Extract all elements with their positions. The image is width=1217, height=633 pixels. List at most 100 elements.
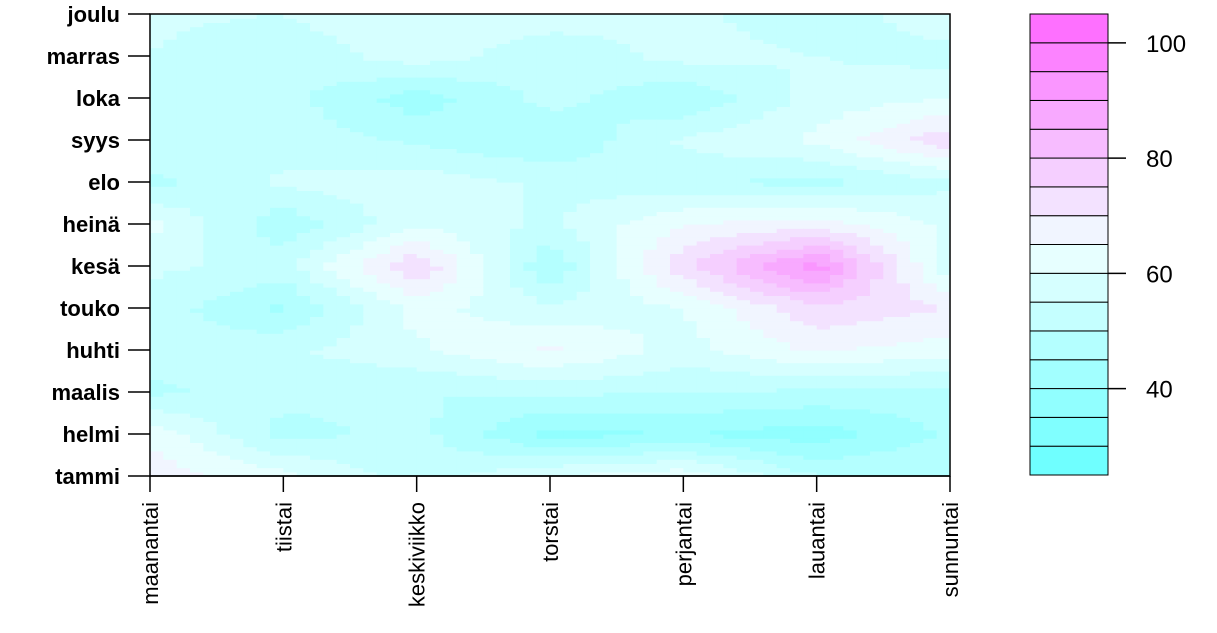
heatmap-cell bbox=[630, 169, 644, 175]
heatmap-cell bbox=[710, 446, 724, 452]
heatmap-cell bbox=[163, 14, 178, 19]
heatmap-cell bbox=[296, 345, 311, 351]
heatmap-cell bbox=[310, 30, 324, 36]
heatmap-cell bbox=[656, 308, 671, 313]
heatmap-cell bbox=[563, 114, 578, 120]
heatmap-cell bbox=[643, 51, 658, 57]
heatmap-cell bbox=[670, 299, 684, 305]
heatmap-cell bbox=[176, 371, 191, 376]
heatmap-cell bbox=[470, 421, 484, 427]
heatmap-cell bbox=[510, 392, 524, 397]
heatmap-cell bbox=[643, 152, 658, 158]
heatmap-cell bbox=[616, 89, 631, 95]
heatmap-cell bbox=[510, 375, 524, 380]
heatmap-cell bbox=[203, 127, 218, 133]
heatmap-cell bbox=[230, 463, 244, 469]
heatmap-cell bbox=[803, 270, 818, 275]
heatmap-cell bbox=[630, 56, 644, 61]
heatmap-cell bbox=[203, 182, 218, 187]
heatmap-cell bbox=[416, 85, 431, 91]
heatmap-cell bbox=[416, 30, 431, 36]
heatmap-cell bbox=[376, 98, 391, 103]
heatmap-cell bbox=[510, 14, 524, 19]
heatmap-cell bbox=[670, 425, 684, 431]
heatmap-cell bbox=[376, 18, 391, 23]
heatmap-cell bbox=[176, 467, 191, 473]
heatmap-cell bbox=[310, 392, 324, 397]
heatmap-cell bbox=[456, 354, 471, 359]
heatmap-cell bbox=[483, 110, 498, 116]
heatmap-cell bbox=[750, 429, 764, 435]
heatmap-cell bbox=[510, 270, 524, 275]
heatmap-cell bbox=[630, 282, 644, 288]
heatmap-cell bbox=[443, 354, 458, 359]
heatmap-cell bbox=[403, 408, 418, 414]
heatmap-cell bbox=[430, 442, 444, 448]
heatmap-cell bbox=[363, 379, 378, 385]
heatmap-cell bbox=[430, 177, 444, 183]
heatmap-cell bbox=[643, 198, 658, 204]
heatmap-cell bbox=[296, 438, 311, 443]
heatmap-cell bbox=[523, 291, 538, 296]
heatmap-cell bbox=[403, 14, 418, 19]
heatmap-cell bbox=[496, 114, 511, 120]
heatmap-cell bbox=[283, 203, 298, 208]
heatmap-cell bbox=[563, 379, 578, 385]
heatmap-cell bbox=[443, 135, 458, 141]
heatmap-cell bbox=[643, 257, 658, 263]
heatmap-cell bbox=[390, 446, 404, 452]
heatmap-cell bbox=[563, 324, 578, 330]
heatmap-cell bbox=[510, 320, 524, 326]
heatmap-cell bbox=[803, 442, 818, 448]
heatmap-cell bbox=[256, 320, 271, 326]
heatmap-cell bbox=[416, 413, 431, 418]
heatmap-cell bbox=[456, 455, 471, 460]
heatmap-cell bbox=[603, 266, 618, 271]
heatmap-cell bbox=[643, 114, 658, 120]
heatmap-cell bbox=[550, 89, 564, 95]
heatmap-cell bbox=[430, 371, 444, 376]
heatmap-cell bbox=[616, 165, 631, 170]
heatmap-cell bbox=[643, 56, 658, 61]
heatmap-cell bbox=[470, 119, 484, 124]
heatmap-cell bbox=[203, 106, 218, 112]
heatmap-cell bbox=[150, 375, 164, 380]
heatmap-cell bbox=[416, 114, 431, 120]
heatmap-cell bbox=[416, 140, 431, 145]
heatmap-cell bbox=[390, 308, 404, 313]
heatmap-cell bbox=[643, 232, 658, 238]
heatmap-cell bbox=[550, 177, 564, 183]
heatmap-cell bbox=[416, 198, 431, 204]
heatmap-cell bbox=[403, 266, 418, 271]
heatmap-cell bbox=[176, 324, 191, 330]
heatmap-cell bbox=[576, 341, 591, 347]
heatmap-cell bbox=[616, 417, 631, 422]
heatmap-cell bbox=[616, 26, 631, 32]
heatmap-cell bbox=[496, 51, 511, 57]
heatmap-cell bbox=[350, 408, 364, 414]
heatmap-cell bbox=[243, 261, 258, 267]
heatmap-cell bbox=[283, 81, 298, 86]
heatmap-cell bbox=[656, 190, 671, 196]
heatmap-cell bbox=[710, 282, 724, 288]
heatmap-cell bbox=[270, 425, 284, 431]
heatmap-cell bbox=[270, 224, 284, 229]
heatmap-cell bbox=[670, 337, 684, 343]
heatmap-cell bbox=[390, 442, 404, 448]
heatmap-cell bbox=[523, 425, 538, 431]
heatmap-cell bbox=[790, 375, 804, 380]
heatmap-cell bbox=[376, 85, 391, 91]
heatmap-cell bbox=[270, 198, 284, 204]
heatmap-cell bbox=[390, 434, 404, 439]
heatmap-cell bbox=[550, 131, 564, 137]
heatmap-cell bbox=[736, 429, 751, 435]
heatmap-cell bbox=[536, 274, 551, 280]
heatmap-cell bbox=[523, 282, 538, 288]
heatmap-cell bbox=[150, 266, 164, 271]
heatmap-cell bbox=[576, 429, 591, 435]
heatmap-cell bbox=[350, 354, 364, 359]
heatmap-cell bbox=[696, 446, 711, 452]
heatmap-cell bbox=[216, 350, 231, 355]
heatmap-cell bbox=[656, 140, 671, 145]
heatmap-cell bbox=[296, 421, 311, 427]
